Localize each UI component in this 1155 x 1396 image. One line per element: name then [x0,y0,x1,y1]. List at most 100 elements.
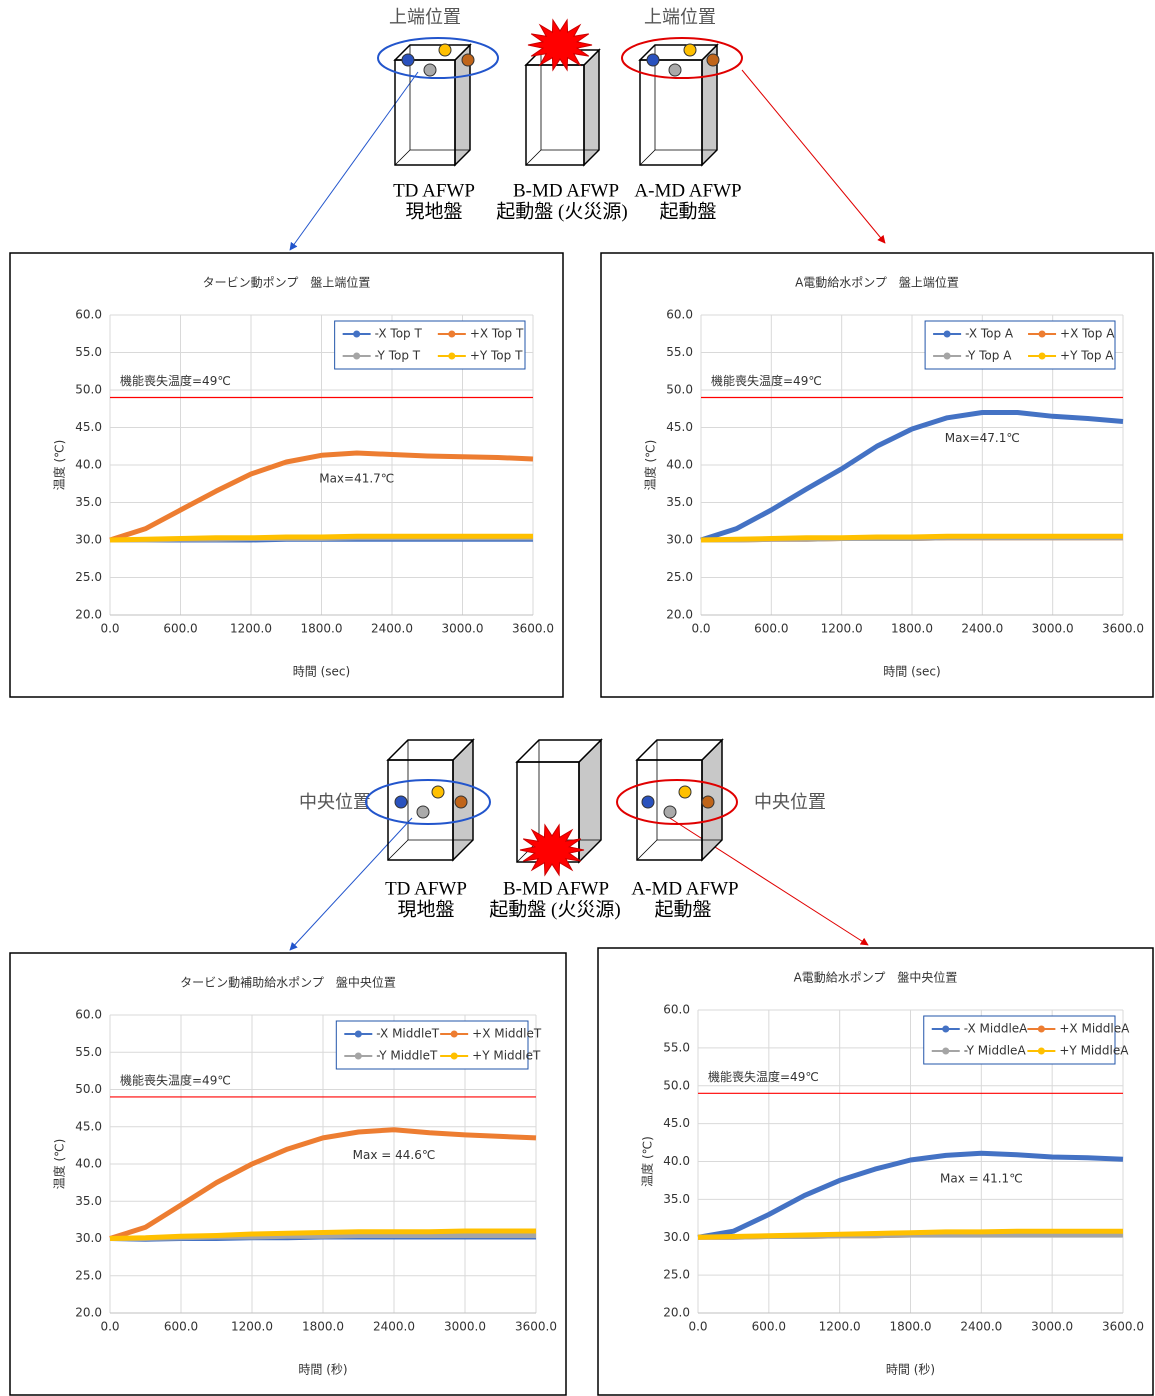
sensor [432,786,444,798]
y-tick-label: 60.0 [75,308,102,322]
y-tick-label: 50.0 [666,383,693,397]
threshold-label: 機能喪失温度=49℃ [708,1069,819,1084]
legend-label: +Y Top A [1060,349,1114,363]
x-tick-label: 1200.0 [819,1320,861,1334]
y-tick-label: 45.0 [663,1116,690,1130]
y-tick-label: 40.0 [75,458,102,472]
y-tick-label: 50.0 [663,1078,690,1092]
legend-label: -X Top A [965,327,1014,341]
x-tick-label: 1800.0 [301,622,343,636]
max-annotation: Max=41.7℃ [319,472,394,486]
y-tick-label: 40.0 [666,458,693,472]
x-tick-label: 2400.0 [371,622,413,636]
y-tick-label: 35.0 [75,495,102,509]
y-axis-label: 温度 (℃) [640,1136,655,1187]
panel-sub: 起動盤 [654,898,711,920]
chart-title: A電動給水ポンプ 盤中央位置 [794,970,958,985]
legend-marker [1039,331,1046,338]
panel-name: B-MD AFWP [503,878,609,899]
x-tick-label: 1800.0 [302,1320,344,1334]
legend-label: +Y Top T [470,349,523,363]
panel-sub: 起動盤 [659,200,716,222]
y-tick-label: 50.0 [75,383,102,397]
chart-title: タービン動ポンプ 盤上端位置 [203,275,371,290]
y-tick-label: 55.0 [75,1045,102,1059]
legend-marker [944,353,951,360]
x-tick-label: 3000.0 [1031,1320,1073,1334]
legend-marker [353,331,360,338]
threshold-label: 機能喪失温度=49℃ [120,1072,231,1087]
y-tick-label: 45.0 [75,1119,102,1133]
sensor [462,54,474,66]
y-tick-label: 25.0 [75,1268,102,1282]
panel-name: TD AFWP [385,878,467,899]
threshold-label: 機能喪失温度=49℃ [120,373,231,388]
x-tick-label: 2400.0 [373,1320,415,1334]
y-axis-label: 温度 (℃) [52,1139,67,1190]
x-tick-label: 3600.0 [1102,622,1144,636]
y-tick-label: 30.0 [75,1231,102,1245]
panel-sub: 起動盤 (火災源) [489,898,620,920]
y-tick-label: 60.0 [75,1008,102,1022]
x-tick-label: 3000.0 [444,1320,486,1334]
sensor [642,796,654,808]
sensor [417,806,429,818]
x-axis-label: 時間 (秒) [298,1363,347,1377]
x-tick-label: 1800.0 [890,1320,932,1334]
sensor [664,806,676,818]
fire-source [520,825,584,875]
panel-name: TD AFWP [393,180,475,201]
x-axis-label: 時間 (sec) [883,665,940,679]
legend-label: -Y MiddleA [964,1044,1027,1058]
legend-label: +Y MiddleT [472,1049,541,1063]
legend-label: +X Top T [470,327,524,341]
legend-label: -X MiddleT [376,1027,439,1041]
x-tick-label: 3000.0 [1032,622,1074,636]
panel-name: A-MD AFWP [634,180,741,201]
legend-marker [448,353,455,360]
legend-marker [451,1031,458,1038]
y-tick-label: 40.0 [75,1157,102,1171]
legend-label: -Y Top T [375,349,421,363]
legend-marker [451,1053,458,1060]
x-tick-label: 1800.0 [891,622,933,636]
x-tick-label: 600.0 [752,1320,786,1334]
max-annotation: Max = 41.1℃ [940,1172,1023,1186]
threshold-label: 機能喪失温度=49℃ [711,373,822,388]
sensor [402,54,414,66]
y-tick-label: 20.0 [75,1306,102,1320]
cabinet-front [395,60,455,165]
sensor [647,54,659,66]
legend-marker [353,353,360,360]
sensor [669,64,681,76]
chart: タービン動ポンプ 盤上端位置20.025.030.035.040.045.050… [10,253,563,697]
y-tick-label: 55.0 [666,345,693,359]
figure: 上端位置 上端位置 TD AFWP 現地盤 B-MD AFWP 起動盤 (火災源… [0,0,1155,1396]
x-tick-label: 3600.0 [512,622,554,636]
y-tick-label: 25.0 [663,1268,690,1282]
chart-title: A電動給水ポンプ 盤上端位置 [795,275,959,290]
x-tick-label: 600.0 [163,622,197,636]
location-label: 中央位置 [754,792,826,813]
x-tick-label: 0.0 [100,1320,119,1334]
y-tick-label: 50.0 [75,1082,102,1096]
arrow [742,70,885,243]
legend-marker [942,1026,949,1033]
x-tick-label: 0.0 [100,622,119,636]
legend-label: +X Top A [1060,327,1115,341]
y-tick-label: 20.0 [663,1306,690,1320]
y-tick-label: 55.0 [663,1040,690,1054]
y-tick-label: 45.0 [75,420,102,434]
y-tick-label: 45.0 [666,420,693,434]
legend-label: -Y Top A [965,349,1012,363]
legend-label: +X MiddleT [472,1027,542,1041]
legend-marker [448,331,455,338]
y-tick-label: 30.0 [75,533,102,547]
max-annotation: Max=47.1℃ [945,431,1020,445]
legend-label: +Y MiddleA [1059,1044,1129,1058]
x-tick-label: 1200.0 [821,622,863,636]
legend-marker [1038,1026,1045,1033]
y-tick-label: 40.0 [663,1154,690,1168]
x-tick-label: 3600.0 [515,1320,557,1334]
x-tick-label: 3600.0 [1102,1320,1144,1334]
